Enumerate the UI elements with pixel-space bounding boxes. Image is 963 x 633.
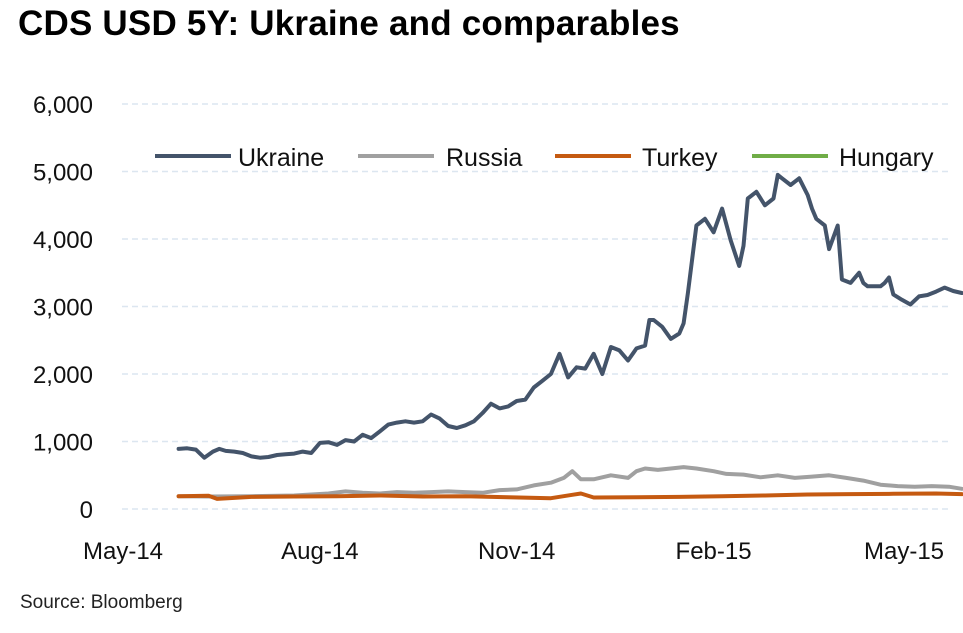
- legend-item-turkey: Turkey: [555, 144, 718, 172]
- legend-label: Russia: [446, 144, 523, 172]
- x-tick-label: Feb-15: [676, 538, 752, 565]
- y-axis: 0 1,000 2,000 3,000 4,000 5,000 6,000: [33, 92, 93, 524]
- gridlines: [122, 103, 950, 510]
- y-tick-label: 6,000: [33, 92, 93, 119]
- y-tick-label: 3,000: [33, 295, 93, 322]
- legend: Ukraine Russia Turkey Hungary: [155, 144, 934, 172]
- chart-title: CDS USD 5Y: Ukraine and comparables: [18, 4, 680, 43]
- legend-label: Ukraine: [238, 144, 324, 172]
- x-tick-label: Aug-14: [281, 538, 358, 565]
- y-tick-label: 5,000: [33, 160, 93, 187]
- legend-label: Hungary: [839, 144, 934, 172]
- y-tick-label: 2,000: [33, 362, 93, 389]
- x-tick-label: May-14: [83, 538, 163, 565]
- legend-item-hungary: Hungary: [752, 144, 934, 172]
- x-tick-label: May-15: [864, 538, 944, 565]
- legend-label: Turkey: [642, 144, 718, 172]
- x-axis: May-14 Aug-14 Nov-14 Feb-15 May-15: [83, 538, 944, 565]
- y-tick-label: 0: [80, 497, 93, 524]
- source-note: Source: Bloomberg: [20, 592, 183, 613]
- series-lines: [176, 172, 963, 501]
- series-line-turkey: [176, 491, 963, 501]
- series-line-ukraine: [176, 172, 963, 460]
- series-line-russia: [176, 465, 963, 499]
- y-tick-label: 4,000: [33, 227, 93, 254]
- x-tick-label: Nov-14: [478, 538, 555, 565]
- legend-item-ukraine: Ukraine: [155, 144, 324, 172]
- y-tick-label: 1,000: [33, 430, 93, 457]
- legend-item-russia: Russia: [358, 144, 523, 172]
